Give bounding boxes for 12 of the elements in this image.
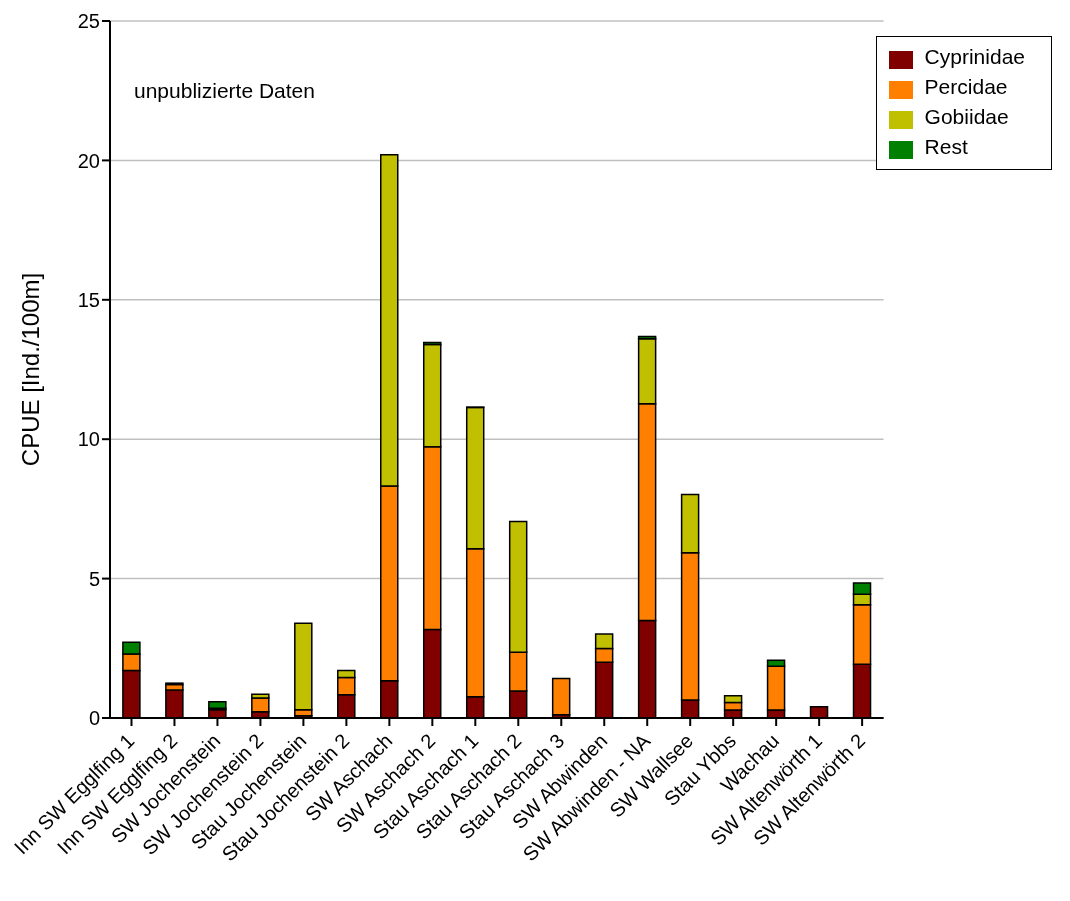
y-axis-title: CPUE [Ind./100m] [16,272,44,467]
y-tick-label: 5 [88,567,100,590]
annotation: unpublizierte Daten [134,79,315,103]
legend-label: Percidae [924,75,1008,98]
y-tick-label: 15 [77,288,100,311]
y-tick-label: 0 [88,707,100,730]
y-tick-label: 10 [77,428,100,451]
legend-label: Rest [924,135,968,158]
y-tick-label: 20 [77,149,100,172]
legend-label: Gobiidae [924,105,1009,128]
legend-label: Cyprinidae [924,45,1025,68]
y-tick-label: 25 [77,10,100,33]
